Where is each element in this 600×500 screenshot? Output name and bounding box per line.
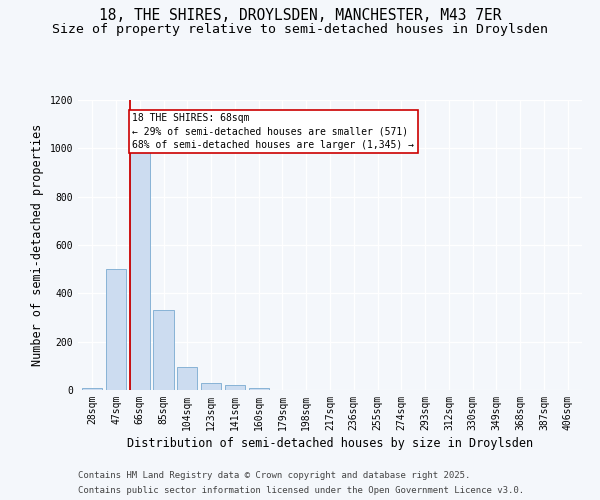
Bar [82,388,103,390]
Bar [154,310,173,390]
Text: 18, THE SHIRES, DROYLSDEN, MANCHESTER, M43 7ER: 18, THE SHIRES, DROYLSDEN, MANCHESTER, M… [99,8,501,22]
Y-axis label: Number of semi-detached properties: Number of semi-detached properties [31,124,44,366]
Text: 18 THE SHIRES: 68sqm
← 29% of semi-detached houses are smaller (571)
68% of semi: 18 THE SHIRES: 68sqm ← 29% of semi-detac… [133,114,415,150]
Bar [177,367,197,390]
Text: Size of property relative to semi-detached houses in Droylsden: Size of property relative to semi-detach… [52,22,548,36]
Bar [130,148,150,390]
Text: Contains HM Land Registry data © Crown copyright and database right 2025.: Contains HM Land Registry data © Crown c… [78,471,470,480]
Bar [248,388,269,390]
Bar [225,385,245,390]
Text: Contains public sector information licensed under the Open Government Licence v3: Contains public sector information licen… [78,486,524,495]
Bar [106,269,126,390]
Text: Distribution of semi-detached houses by size in Droylsden: Distribution of semi-detached houses by … [127,438,533,450]
Bar [201,383,221,390]
